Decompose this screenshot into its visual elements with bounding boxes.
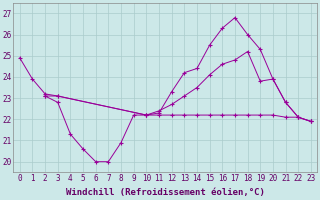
X-axis label: Windchill (Refroidissement éolien,°C): Windchill (Refroidissement éolien,°C) [66, 188, 265, 197]
